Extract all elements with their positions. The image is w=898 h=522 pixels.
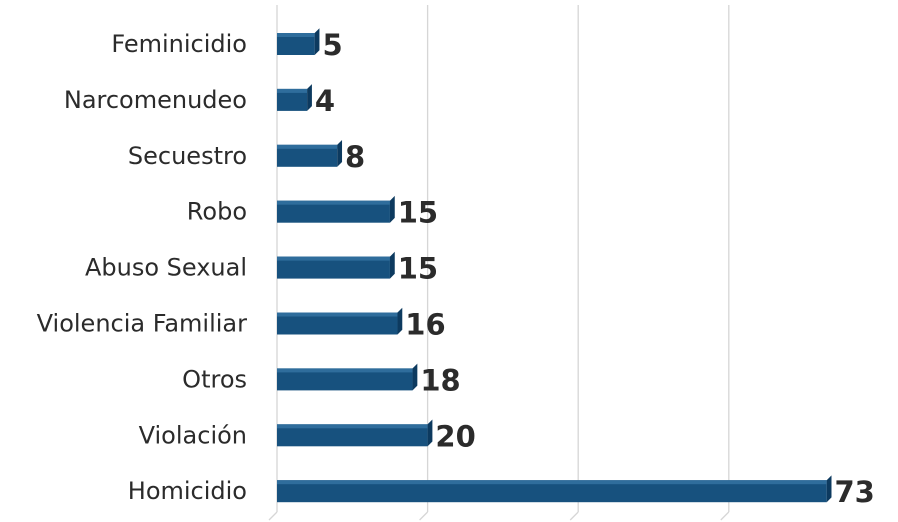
bar-secuestro	[277, 144, 338, 167]
grid-tick-3	[720, 511, 730, 521]
category-label: Violencia Familiar	[37, 310, 247, 338]
bar-top-6	[277, 368, 413, 373]
bar-top-5	[277, 312, 398, 317]
category-label: Otros	[182, 365, 247, 393]
grid-tick-0	[268, 511, 278, 521]
bar-top-8	[277, 480, 827, 485]
category-label: Homicidio	[128, 477, 247, 505]
value-label: 20	[435, 419, 475, 453]
bar-end-1	[307, 84, 312, 111]
bars	[277, 28, 832, 503]
bar-violencia-familiar	[277, 312, 398, 335]
category-label: Feminicidio	[111, 30, 247, 58]
bar-end-2	[337, 140, 343, 167]
category-label: Robo	[187, 198, 247, 226]
bar-end-6	[412, 363, 418, 391]
bar-top-2	[277, 144, 338, 149]
bar-end-0	[314, 28, 320, 55]
value-label: 15	[398, 252, 438, 286]
bar-robo	[277, 200, 390, 223]
bar-abuso-sexual	[277, 256, 390, 279]
bar-end-3	[389, 195, 395, 223]
value-label: 4	[315, 84, 335, 118]
value-label: 8	[345, 140, 365, 174]
category-label: Abuso Sexual	[85, 254, 247, 282]
category-label: Secuestro	[128, 142, 247, 170]
bar-top-3	[277, 200, 390, 205]
bar-end-4	[389, 251, 395, 279]
bar-top-7	[277, 424, 428, 429]
labels: Feminicidio 5 Narcomenudeo 4 Secuestro 8 Robo 1…	[37, 28, 875, 509]
category-label: Narcomenudeo	[64, 86, 247, 114]
grid-tick-2	[569, 511, 579, 521]
bar-end-7	[427, 419, 433, 447]
grid-tick-1	[419, 511, 429, 521]
bar-violación	[277, 424, 428, 447]
bar-homicidio	[277, 480, 827, 503]
bar-top-4	[277, 256, 390, 261]
value-label: 5	[322, 28, 342, 62]
value-label: 15	[398, 196, 438, 230]
bar-narcomenudeo	[277, 88, 308, 111]
bar-otros	[277, 368, 413, 391]
value-label: 73	[834, 475, 874, 509]
category-label: Violación	[139, 421, 247, 449]
value-label: 16	[405, 308, 445, 342]
bar-end-8	[826, 475, 832, 503]
bar-end-5	[397, 307, 403, 335]
bar-feminicidio	[277, 33, 315, 55]
bar-top-1	[277, 88, 308, 93]
bar-top-0	[277, 33, 315, 37]
value-label: 18	[420, 363, 460, 397]
